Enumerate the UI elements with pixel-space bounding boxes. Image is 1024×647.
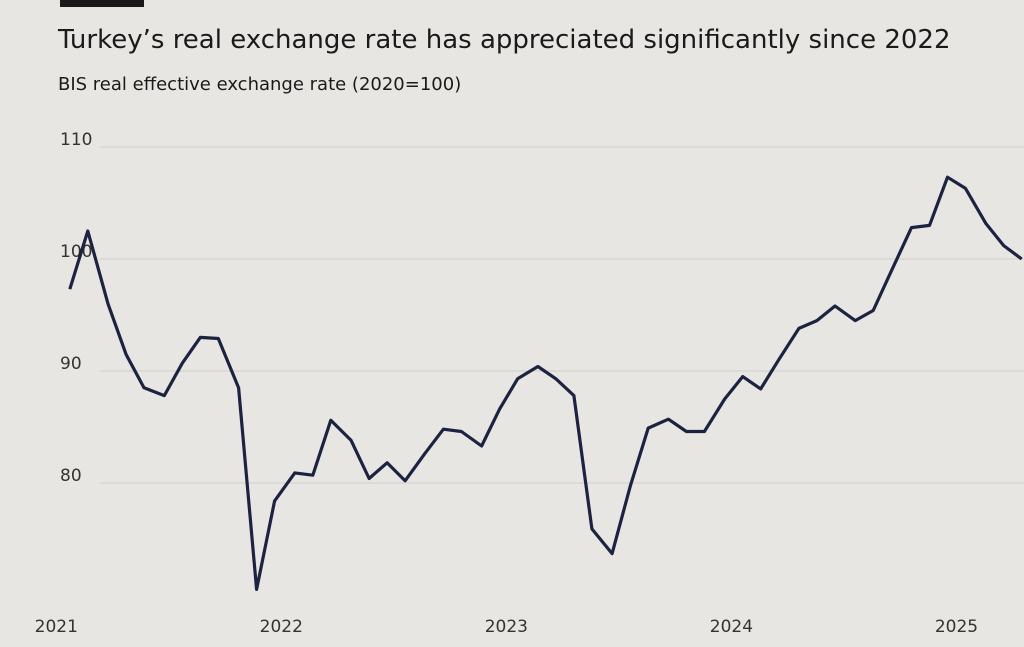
y-tick-label: 90 [60,354,82,374]
y-tick-label: 80 [60,466,82,486]
title-bar [60,0,144,7]
x-tick-label: 2025 [935,617,978,637]
x-tick-label: 2022 [260,617,303,637]
x-tick-label: 2024 [710,617,753,637]
chart-title: Turkey’s real exchange rate has apprecia… [57,25,951,55]
chart-subtitle: BIS real effective exchange rate (2020=1… [58,74,461,95]
x-tick-label: 2023 [485,617,528,637]
data-line [68,175,1023,591]
x-tick-label: 2021 [35,617,78,637]
y-tick-label: 110 [60,130,92,150]
y-tick-label: 100 [60,242,92,262]
